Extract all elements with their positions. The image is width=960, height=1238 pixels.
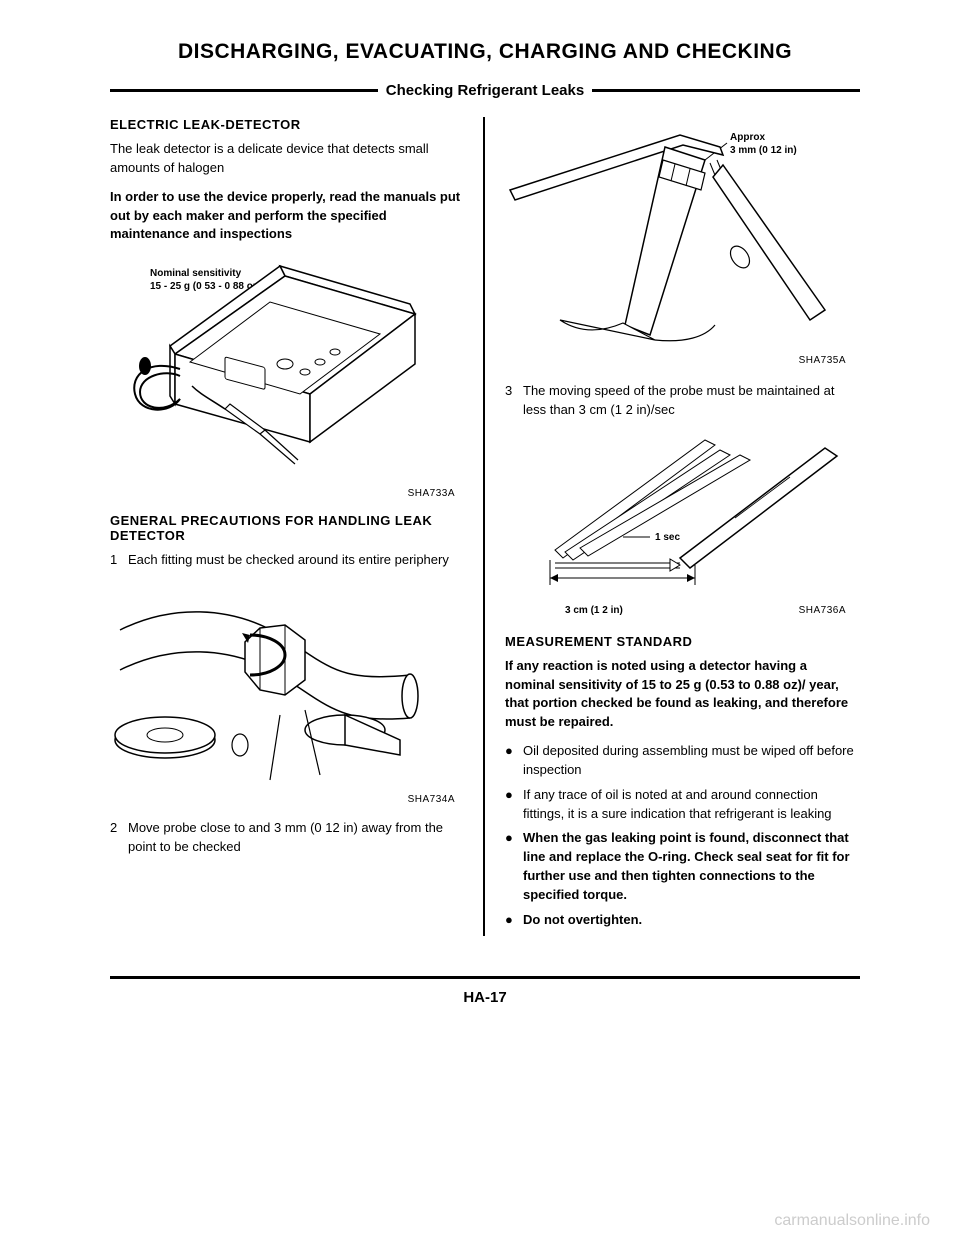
list-item-3: 3 The moving speed of the probe must be …	[505, 382, 860, 420]
precautions-list-3: 3 The moving speed of the probe must be …	[505, 382, 860, 420]
rfig2-annot2: 3 cm (1 2 in)	[565, 605, 623, 616]
watermark: carmanualsonline.info	[774, 1212, 930, 1230]
figure-probe-distance: Approx 3 mm (0 12 in)	[505, 125, 860, 368]
bottom-rule	[110, 976, 860, 979]
bullet-2-icon: ●	[505, 786, 523, 824]
bullet-3-icon: ●	[505, 829, 523, 904]
num-3: 3	[505, 382, 523, 420]
subtitle-row: Checking Refrigerant Leaks	[110, 82, 860, 99]
figure-detector: Nominal sensitivity 15 - 25 g (0 53 - 0 …	[110, 254, 463, 484]
list-item-1: 1 Each fitting must be checked around it…	[110, 551, 463, 570]
rfig2-annot1: 1 sec	[655, 532, 680, 543]
heading-electric-leak-detector: ELECTRIC LEAK-DETECTOR	[110, 117, 463, 132]
bullet-4-icon: ●	[505, 911, 523, 930]
li1-text: Each fitting must be checked around its …	[128, 551, 449, 570]
heading-precautions: GENERAL PRECAUTIONS FOR HANDLING LEAK DE…	[110, 513, 463, 543]
rfig1-code: SHA735A	[799, 355, 846, 366]
page: DISCHARGING, EVACUATING, CHARGING AND CH…	[0, 0, 960, 1026]
bullet-list: ● Oil deposited during assembling must b…	[505, 742, 860, 930]
bullet-1-text: Oil deposited during assembling must be …	[523, 742, 860, 780]
rule-right	[592, 89, 860, 92]
rfig1-annot2: 3 mm (0 12 in)	[730, 145, 797, 156]
fig1-annot1: Nominal sensitivity	[150, 268, 242, 279]
para-detector-desc: The leak detector is a delicate device t…	[110, 140, 463, 178]
figure-fitting	[110, 580, 463, 790]
bullet-1: ● Oil deposited during assembling must b…	[505, 742, 860, 780]
figure-probe-speed: 1 sec 3 cm (1 2 in) SHA736A	[505, 430, 860, 616]
bullet-1-icon: ●	[505, 742, 523, 780]
num-1: 1	[110, 551, 128, 570]
num-2: 2	[110, 819, 128, 857]
bullet-4: ● Do not overtighten.	[505, 911, 860, 930]
column-left: ELECTRIC LEAK-DETECTOR The leak detector…	[110, 117, 485, 936]
column-right: Approx 3 mm (0 12 in)	[485, 117, 860, 936]
fig1-code: SHA733A	[110, 488, 455, 499]
bullet-3-text: When the gas leaking point is found, dis…	[523, 829, 860, 904]
bullet-2: ● If any trace of oil is noted at and ar…	[505, 786, 860, 824]
li3-text: The moving speed of the probe must be ma…	[523, 382, 860, 420]
list-item-2: 2 Move probe close to and 3 mm (0 12 in)…	[110, 819, 463, 857]
precautions-list: 1 Each fitting must be checked around it…	[110, 551, 463, 570]
bullet-4-text: Do not overtighten.	[523, 911, 642, 930]
fig2-code: SHA734A	[110, 794, 455, 805]
heading-measurement: MEASUREMENT STANDARD	[505, 634, 860, 649]
subtitle: Checking Refrigerant Leaks	[378, 82, 592, 99]
columns: ELECTRIC LEAK-DETECTOR The leak detector…	[110, 117, 860, 936]
page-number: HA-17	[110, 989, 860, 1006]
rfig1-annot1: Approx	[730, 132, 765, 143]
rule-left	[110, 89, 378, 92]
li2-text: Move probe close to and 3 mm (0 12 in) a…	[128, 819, 463, 857]
bullet-3: ● When the gas leaking point is found, d…	[505, 829, 860, 904]
page-title: DISCHARGING, EVACUATING, CHARGING AND CH…	[110, 40, 860, 64]
precautions-list-2: 2 Move probe close to and 3 mm (0 12 in)…	[110, 819, 463, 857]
rfig2-code: SHA736A	[799, 605, 846, 616]
para-measurement: If any reaction is noted using a detecto…	[505, 657, 860, 732]
para-detector-usage: In order to use the device properly, rea…	[110, 188, 463, 245]
bullet-2-text: If any trace of oil is noted at and arou…	[523, 786, 860, 824]
